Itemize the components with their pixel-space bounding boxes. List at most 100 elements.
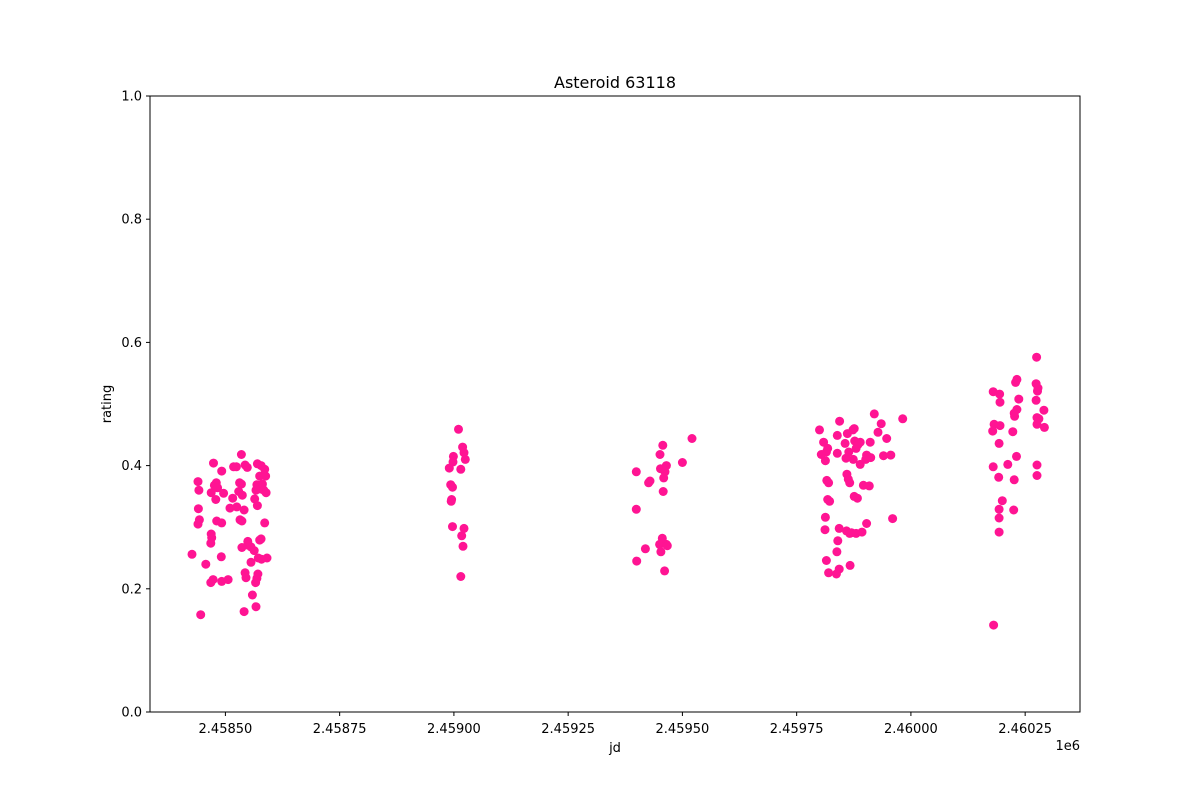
data-point (460, 454, 470, 464)
data-point (216, 552, 226, 562)
data-point (994, 527, 1004, 537)
data-point (239, 607, 249, 617)
data-point (232, 502, 242, 512)
x-tick-label: 2.46000 (884, 722, 938, 737)
data-point (456, 464, 466, 474)
data-point (1033, 386, 1042, 396)
data-point (1009, 505, 1019, 515)
data-point (261, 471, 271, 481)
data-point (632, 556, 642, 566)
data-point (988, 426, 998, 436)
data-point (448, 482, 457, 492)
data-point (882, 434, 892, 443)
data-point (873, 427, 883, 437)
x-tick-label: 2.45975 (770, 722, 824, 737)
y-tick-label: 0.4 (121, 459, 142, 474)
data-point (1009, 475, 1019, 485)
data-point (236, 450, 246, 459)
data-point (989, 620, 999, 630)
data-point (656, 547, 666, 557)
data-point (862, 519, 872, 528)
data-point (834, 523, 844, 533)
data-point (835, 416, 845, 426)
data-point (236, 479, 246, 489)
data-point (247, 590, 257, 600)
data-point (658, 487, 668, 496)
data-point (815, 425, 824, 435)
y-tick-label: 0.0 (121, 706, 142, 721)
data-point (1032, 460, 1042, 470)
data-point (261, 488, 271, 498)
data-point (869, 409, 879, 419)
data-point (239, 505, 249, 515)
data-point (456, 572, 466, 581)
data-point (207, 533, 217, 543)
data-point (677, 458, 687, 467)
data-point (454, 424, 463, 434)
data-point (458, 541, 468, 551)
data-point (631, 504, 641, 514)
data-point (249, 546, 259, 556)
data-point (687, 434, 697, 443)
data-point (225, 503, 235, 513)
x-tick-label: 2.45950 (656, 722, 710, 737)
data-point (255, 535, 265, 545)
data-point (1012, 374, 1022, 384)
data-point (208, 575, 218, 585)
data-point (231, 462, 241, 472)
data-point (832, 430, 842, 440)
data-point (193, 477, 203, 487)
data-point (1032, 471, 1042, 480)
data-point (1014, 394, 1024, 404)
data-point (447, 495, 457, 504)
data-point (457, 531, 467, 541)
data-point (209, 458, 218, 468)
y-tick-label: 0.2 (121, 582, 142, 597)
data-point (217, 466, 227, 476)
data-point (855, 437, 865, 447)
data-point (193, 504, 203, 514)
data-point (194, 515, 204, 525)
data-point (988, 462, 998, 472)
data-point (1034, 414, 1044, 424)
x-tick-label: 2.45850 (199, 722, 253, 737)
data-point (820, 525, 830, 535)
data-point (824, 568, 834, 578)
data-point (237, 490, 247, 500)
data-point (1039, 422, 1049, 432)
data-point (242, 462, 252, 472)
data-point (849, 424, 859, 434)
y-tick-label: 1.0 (121, 90, 142, 105)
x-tick-label: 2.46025 (998, 722, 1052, 737)
data-point (219, 488, 229, 498)
data-point (845, 478, 855, 488)
data-point (194, 485, 204, 495)
data-point (840, 438, 850, 448)
data-point (994, 504, 1004, 514)
data-point (211, 495, 221, 504)
points-layer (187, 352, 1049, 630)
data-point (459, 448, 469, 458)
y-tick-label: 0.8 (121, 213, 142, 228)
data-point (241, 573, 251, 583)
data-point (995, 421, 1005, 431)
data-point (1032, 352, 1042, 362)
data-point (994, 513, 1004, 523)
data-point (253, 553, 263, 563)
x-axis-label: jd (608, 741, 621, 756)
data-point (196, 610, 206, 620)
data-point (1031, 395, 1041, 405)
data-point (251, 602, 261, 612)
data-point (852, 493, 862, 503)
data-point (995, 389, 1005, 399)
data-point (448, 451, 458, 461)
data-point (832, 547, 842, 557)
data-point (823, 443, 833, 453)
data-point (645, 476, 655, 486)
data-point (213, 483, 223, 493)
y-axis: 0.0 0.2 0.4 0.6 0.8 1.0 (121, 90, 150, 721)
data-point (866, 453, 876, 463)
data-point (252, 501, 262, 511)
data-point (864, 481, 874, 491)
data-point (206, 488, 216, 498)
